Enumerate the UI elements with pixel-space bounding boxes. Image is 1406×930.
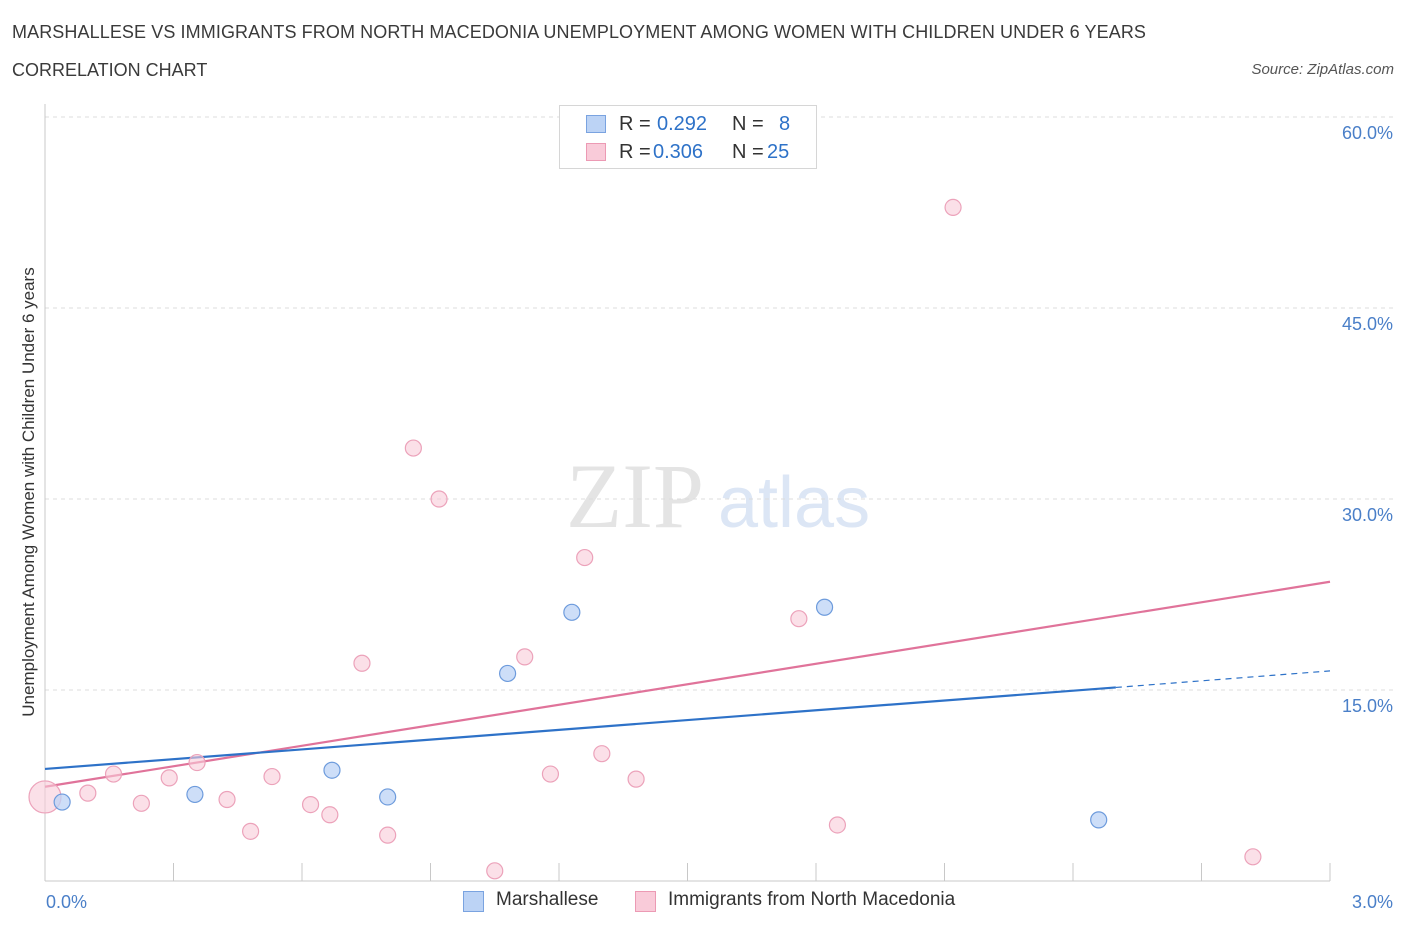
point-north-macedonia bbox=[379, 826, 397, 844]
y-tick-label: 15.0% bbox=[1342, 696, 1393, 716]
y-tick-label: 30.0% bbox=[1342, 505, 1393, 525]
grid-lines bbox=[45, 116, 1393, 691]
legend-label-marshallese: Marshallese bbox=[496, 889, 599, 910]
x-tick-label: 0.0% bbox=[46, 892, 87, 912]
r-label: R = bbox=[619, 141, 651, 163]
point-marshallese bbox=[186, 785, 204, 804]
trend-line-marshallese bbox=[44, 686, 1116, 771]
y-axis-label: Unemployment Among Women with Children U… bbox=[19, 267, 38, 717]
point-north-macedonia bbox=[104, 765, 123, 783]
trend-line-marshallese-extension bbox=[1115, 670, 1331, 689]
point-marshallese bbox=[53, 793, 71, 811]
point-marshallese bbox=[499, 664, 517, 683]
point-north-macedonia bbox=[430, 490, 448, 508]
point-north-macedonia bbox=[828, 816, 847, 834]
watermark-zip: ZIP bbox=[566, 445, 704, 547]
point-marshallese bbox=[379, 788, 397, 806]
point-marshallese bbox=[1090, 811, 1108, 829]
point-north-macedonia bbox=[404, 439, 422, 457]
legend-swatch-north-macedonia bbox=[635, 891, 656, 912]
r-value: 0.306 bbox=[653, 141, 704, 163]
trend-lines bbox=[44, 580, 1331, 788]
point-marshallese bbox=[323, 761, 341, 779]
point-north-macedonia bbox=[79, 784, 97, 802]
chart-title: MARSHALLESE VS IMMIGRANTS FROM NORTH MAC… bbox=[12, 22, 1147, 42]
point-north-macedonia bbox=[242, 822, 260, 840]
point-north-macedonia bbox=[321, 806, 339, 824]
point-north-macedonia bbox=[132, 794, 150, 812]
point-north-macedonia bbox=[516, 648, 534, 666]
series-legend: Marshallese Immigrants from North Macedo… bbox=[0, 888, 1406, 916]
tick-labels: 15.0% 30.0% 45.0% 60.0% 0.0% 3.0% bbox=[46, 123, 1393, 912]
chart-subtitle: CORRELATION CHART bbox=[12, 60, 208, 80]
y-tick-label: 45.0% bbox=[1342, 314, 1393, 334]
x-tick-label: 3.0% bbox=[1352, 892, 1393, 912]
legend-label-north-macedonia: Immigrants from North Macedonia bbox=[668, 889, 956, 910]
point-north-macedonia bbox=[218, 790, 236, 809]
point-north-macedonia bbox=[593, 745, 611, 763]
point-north-macedonia bbox=[790, 610, 808, 628]
point-marshallese bbox=[815, 598, 834, 616]
trend-line-north-macedonia bbox=[44, 580, 1331, 788]
correlation-legend: R = 0.292 N = 8 R = 0.306 N = 25 bbox=[559, 105, 817, 169]
y-tick-label: 60.0% bbox=[1342, 123, 1393, 143]
point-north-macedonia bbox=[576, 548, 594, 567]
watermark-atlas: atlas bbox=[718, 463, 870, 543]
legend-swatch-north-macedonia bbox=[586, 143, 606, 161]
r-label: R = bbox=[619, 113, 651, 135]
n-value: 8 bbox=[779, 113, 791, 135]
point-north-macedonia bbox=[160, 769, 178, 787]
watermark: ZIP atlas bbox=[566, 445, 870, 547]
n-value: 25 bbox=[767, 141, 790, 163]
n-label: N = bbox=[732, 113, 764, 135]
point-north-macedonia bbox=[1244, 848, 1262, 866]
point-north-macedonia bbox=[263, 767, 281, 786]
data-points bbox=[28, 198, 1262, 880]
point-north-macedonia bbox=[541, 765, 560, 783]
point-marshallese bbox=[563, 603, 581, 621]
point-north-macedonia bbox=[944, 198, 962, 217]
legend-swatch-marshallese bbox=[463, 891, 484, 912]
r-value: 0.292 bbox=[657, 113, 708, 135]
axes bbox=[44, 104, 1331, 882]
point-north-macedonia bbox=[353, 654, 371, 672]
point-north-macedonia bbox=[188, 753, 206, 772]
point-north-macedonia bbox=[301, 795, 320, 814]
point-north-macedonia bbox=[486, 862, 504, 880]
point-north-macedonia bbox=[627, 770, 645, 788]
source-credit: Source: ZipAtlas.com bbox=[1251, 61, 1394, 78]
n-label: N = bbox=[732, 141, 764, 163]
legend-swatch-marshallese bbox=[586, 115, 606, 133]
